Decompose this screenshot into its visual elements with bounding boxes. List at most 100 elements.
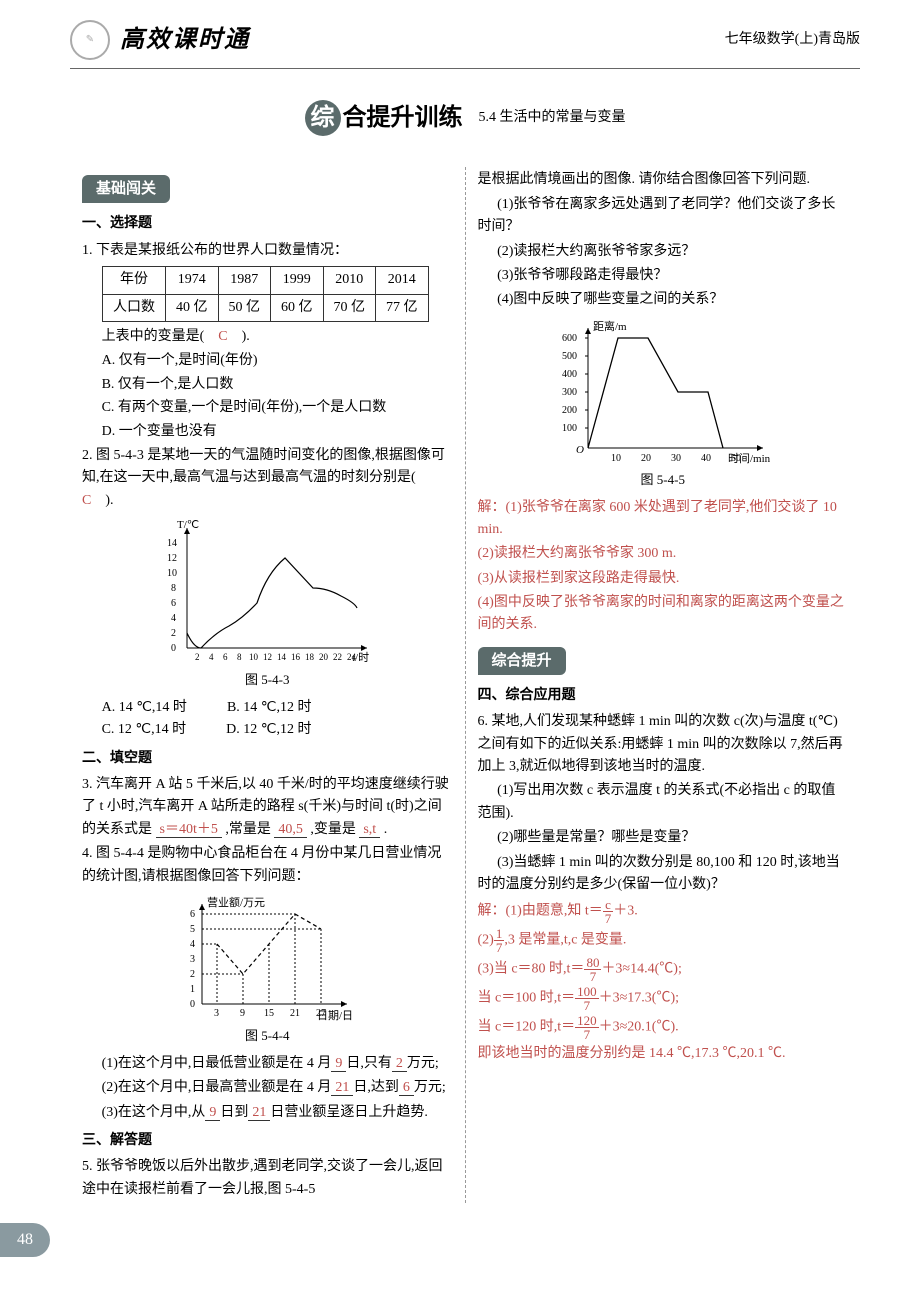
q4-b1: 9 — [331, 1056, 346, 1072]
q4-figcap: 图 5-4-4 — [82, 1026, 453, 1047]
svg-text:22: 22 — [333, 652, 342, 662]
q5-figcap: 图 5-4-5 — [478, 470, 849, 491]
svg-text:20: 20 — [641, 453, 651, 464]
q1-th: 年份 — [103, 267, 166, 294]
frac-d: 7 — [494, 941, 505, 954]
svg-text:5: 5 — [190, 924, 195, 935]
t: 当 c＝120 时,t＝ — [478, 1020, 576, 1035]
t: (1)在这个月中,日最低营业额是在 4 月 — [102, 1056, 332, 1071]
heading-choice: 一、选择题 — [82, 213, 453, 235]
q4-b6: 21 — [248, 1105, 270, 1121]
q1-td: 人口数 — [103, 294, 166, 321]
svg-text:27: 27 — [316, 1008, 326, 1019]
frac-n: 100 — [575, 985, 599, 999]
q1-th: 2014 — [376, 267, 429, 294]
svg-text:100: 100 — [562, 423, 577, 434]
svg-text:4: 4 — [171, 613, 176, 624]
q5-figure: 距离/m 时间/min O 100200300 400500600 102030… — [478, 318, 849, 491]
q4-b5: 9 — [205, 1105, 220, 1121]
frac-n: 120 — [575, 1014, 599, 1028]
frac-d: 7 — [575, 999, 599, 1012]
svg-text:300: 300 — [562, 387, 577, 398]
q6-sol3: (3)当 c＝80 时,t＝807＋3≈14.4(℃); — [478, 956, 849, 983]
left-column: 基础闯关 一、选择题 1. 下表是某报纸公布的世界人口数量情况： 年份 1974… — [70, 167, 466, 1203]
svg-text:14: 14 — [167, 538, 177, 549]
svg-text:6: 6 — [223, 652, 228, 662]
frac-d: 7 — [575, 1028, 599, 1041]
q3-blank1: s＝40t＋5 — [156, 822, 222, 838]
svg-text:T/℃: T/℃ — [177, 519, 199, 531]
q2-stem-a: 2. 图 5-4-3 是某地一天的气温随时间变化的图像,根据图像可知,在这一天中… — [82, 448, 445, 485]
frac-n: 80 — [584, 956, 601, 970]
q1-td: 50 亿 — [218, 294, 271, 321]
q3-blank2: 40,5 — [274, 822, 307, 838]
heading-app: 四、综合应用题 — [478, 685, 849, 707]
header-rule — [70, 68, 860, 69]
q2-figcap: 图 5-4-3 — [82, 670, 453, 691]
q6-stem: 6. 某地,人们发现某种蟋蟀 1 min 叫的次数 c(次)与温度 t(℃)之间… — [478, 711, 849, 778]
q5-p4: (4)图中反映了哪些变量之间的关系？ — [478, 289, 849, 311]
svg-text:9: 9 — [240, 1008, 245, 1019]
svg-text:2: 2 — [195, 652, 200, 662]
svg-text:10: 10 — [249, 652, 259, 662]
svg-text:30: 30 — [671, 453, 681, 464]
t: 日,只有 — [346, 1056, 392, 1071]
frac-d: 7 — [584, 970, 601, 983]
logo-icon: ✎ — [70, 20, 110, 60]
q3-s4: . — [384, 822, 388, 837]
q1-th: 1987 — [218, 267, 271, 294]
q4-stem: 4. 图 5-4-4 是购物中心食品柜台在 4 月份中某几日营业情况的统计图,请… — [82, 843, 453, 888]
q2-choice-b: B. 14 ℃,12 时 — [227, 697, 312, 719]
svg-text:14: 14 — [277, 652, 287, 662]
book-title-block: ✎ 高效课时通 — [70, 20, 250, 60]
q5-sol4: (4)图中反映了张爷爷离家的时间和离家的距离这两个变量之间的关系. — [478, 592, 849, 637]
svg-text:50: 50 — [731, 453, 741, 464]
q2-stem: 2. 图 5-4-3 是某地一天的气温随时间变化的图像,根据图像可知,在这一天中… — [82, 445, 453, 512]
sol-label: 解： — [478, 904, 506, 919]
q6-p3: (3)当蟋蟀 1 min 叫的次数分别是 80,100 和 120 时,该地当时… — [478, 852, 849, 897]
q2-choice-d: D. 12 ℃,12 时 — [226, 719, 311, 741]
q2-stem-b: ). — [91, 493, 113, 508]
q3-s2: ,常量是 — [225, 822, 271, 837]
q1-td: 77 亿 — [376, 294, 429, 321]
q6-sol2: (2)17,3 是常量,t,c 是变量. — [478, 927, 849, 954]
chapter-title: 综 合提升训练 5.4 生活中的常量与变量 — [70, 99, 860, 137]
svg-text:10: 10 — [167, 568, 177, 579]
t: (3)在这个月中,从 — [102, 1105, 206, 1120]
t: ＋3≈17.3(℃); — [599, 991, 679, 1006]
q1-sub-b: ). — [228, 329, 250, 344]
q1-th: 2010 — [323, 267, 376, 294]
q1-table: 年份 1974 1987 1999 2010 2014 人口数 40 亿 50 … — [102, 266, 429, 322]
svg-text:600: 600 — [562, 333, 577, 344]
t: 日,达到 — [353, 1080, 399, 1095]
t: 日营业额呈逐日上升趋势. — [270, 1105, 428, 1120]
q1-choice-c: C. 有两个变量,一个是时间(年份),一个是人口数 — [102, 397, 453, 419]
q5-p3: (3)张爷爷哪段路走得最快？ — [478, 265, 849, 287]
section-pill-basic: 基础闯关 — [82, 175, 170, 203]
svg-text:21: 21 — [290, 1008, 300, 1019]
q1-td: 60 亿 — [271, 294, 324, 321]
svg-text:12: 12 — [167, 553, 177, 564]
q4-figure: 营业额/万元 日期/日 012 3456 3915 2127 图 5-4-4 — [82, 894, 453, 1047]
svg-text:距离/m: 距离/m — [593, 319, 627, 333]
q4-b3: 21 — [331, 1080, 353, 1096]
q6-sol6: 即该地当时的温度分别约是 14.4 ℃,17.3 ℃,20.1 ℃. — [478, 1043, 849, 1065]
q1-td: 40 亿 — [166, 294, 219, 321]
q4-p2: (2)在这个月中,日最高营业额是在 4 月21日,达到6万元; — [82, 1077, 453, 1099]
svg-text:8: 8 — [237, 652, 242, 662]
svg-text:营业额/万元: 营业额/万元 — [207, 895, 265, 909]
book-title: 高效课时通 — [120, 21, 250, 59]
q3-blank3: s,t — [359, 822, 380, 838]
t: ＋3≈14.4(℃); — [601, 962, 681, 977]
t: 万元; — [407, 1056, 439, 1071]
t: (1)由题意,知 t＝ — [506, 904, 603, 919]
svg-text:3: 3 — [190, 954, 195, 965]
t: (3)当 c＝80 时,t＝ — [478, 962, 585, 977]
q4-b4: 6 — [399, 1080, 414, 1096]
svg-text:15: 15 — [264, 1008, 274, 1019]
t: 当 c＝100 时,t＝ — [478, 991, 576, 1006]
svg-text:2: 2 — [171, 628, 176, 639]
chapter-subtitle: 生活中的常量与变量 — [500, 110, 626, 125]
q6-p1: (1)写出用次数 c 表示温度 t 的关系式(不必指出 c 的取值范围). — [478, 780, 849, 825]
q2-figure: T/℃ t/时 024 6810 1214 246 81012 141618 2… — [82, 518, 453, 691]
